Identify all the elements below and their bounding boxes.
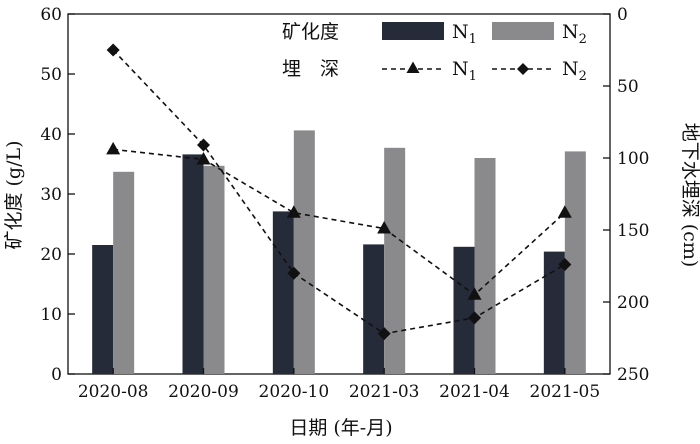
y-axis-right-title: 地下水埋深 (cm): [679, 123, 700, 268]
marker-n2-2021-05: [558, 258, 572, 272]
marker-n1-2021-05: [557, 205, 572, 218]
marker-n1-2020-10: [286, 205, 301, 218]
bar-n2-2020-10: [293, 130, 315, 374]
legend-row1-label: 矿化度: [282, 21, 339, 43]
bar-n1-2021-05: [543, 251, 565, 374]
line-n1: [113, 148, 566, 296]
y-left-tick-label: 20: [40, 245, 62, 265]
y-right-tick-label: 150: [617, 221, 649, 241]
x-axis-title: 日期 (年-月): [289, 417, 392, 439]
marker-n2-2020-10: [287, 266, 301, 280]
legend-line-n1-marker: [406, 61, 420, 73]
y-right-tick-label: 100: [617, 149, 649, 169]
marker-n2-2020-08: [106, 43, 120, 57]
x-tick-label: 2020-08: [78, 382, 149, 402]
bars-layer: [92, 130, 586, 374]
legend-row2-label: 埋 深: [282, 58, 339, 80]
y-left-tick-label: 10: [40, 305, 62, 325]
y-right-tick-label: 250: [617, 365, 649, 385]
legend-line-n2-marker: [517, 63, 529, 75]
bar-n2-2021-03: [384, 147, 406, 374]
legend-line-n2-label: N2: [562, 58, 587, 84]
marker-n2-2021-03: [377, 327, 391, 341]
marker-n1-2021-04: [467, 287, 482, 300]
bar-n2-2020-09: [203, 165, 225, 374]
bar-n2-2021-05: [564, 151, 586, 374]
legend-bar-n2-swatch: [492, 22, 554, 40]
bar-n1-2020-09: [182, 154, 204, 374]
x-tick-label: 2020-10: [259, 382, 330, 402]
y-right-tick-label: 50: [617, 77, 639, 97]
legend-bar-n2-label: N2: [562, 21, 587, 47]
axes-layer: 0 10 20 30 40 50 60 0 50 100 150 200 250 2020-08 2020-…: [40, 5, 649, 402]
legend-line-n1-label: N1: [452, 58, 477, 84]
marker-n1-2020-09: [196, 151, 211, 165]
y-right-tick-label: 0: [617, 5, 628, 25]
marker-n2-2021-04: [468, 311, 481, 325]
y-left-tick-label: 40: [40, 125, 62, 145]
x-tick-label: 2021-04: [439, 382, 510, 402]
bar-n1-2020-10: [272, 211, 294, 374]
bar-n2-2021-04: [474, 158, 496, 374]
y-left-tick-label: 0: [51, 365, 62, 385]
x-tick-label: 2021-03: [349, 382, 420, 402]
bar-n1-2021-04: [453, 246, 475, 374]
x-tick-label: 2020-09: [168, 382, 239, 402]
bar-n2-2020-08: [113, 171, 135, 374]
legend: 矿化度 N1 N2 埋 深 N1 N2: [282, 21, 587, 84]
y-right-tick-label: 200: [617, 293, 649, 313]
y-axis-left-title: 矿化度 (g/L): [3, 140, 25, 249]
bar-n1-2021-03: [363, 244, 385, 374]
marker-n1-2021-03: [377, 221, 392, 234]
bar-n1-2020-08: [92, 245, 114, 374]
y-left-tick-label: 60: [40, 5, 62, 25]
legend-bar-n1-label: N1: [452, 21, 477, 47]
y-left-tick-label: 30: [40, 185, 62, 205]
marker-n2-2020-09: [197, 138, 210, 152]
legend-bar-n1-swatch: [382, 22, 444, 40]
lines-layer: [106, 43, 572, 341]
y-left-tick-label: 50: [40, 65, 62, 85]
x-tick-label: 2021-05: [530, 382, 601, 402]
line-n2: [112, 49, 566, 335]
marker-n1-2020-08: [106, 141, 121, 155]
